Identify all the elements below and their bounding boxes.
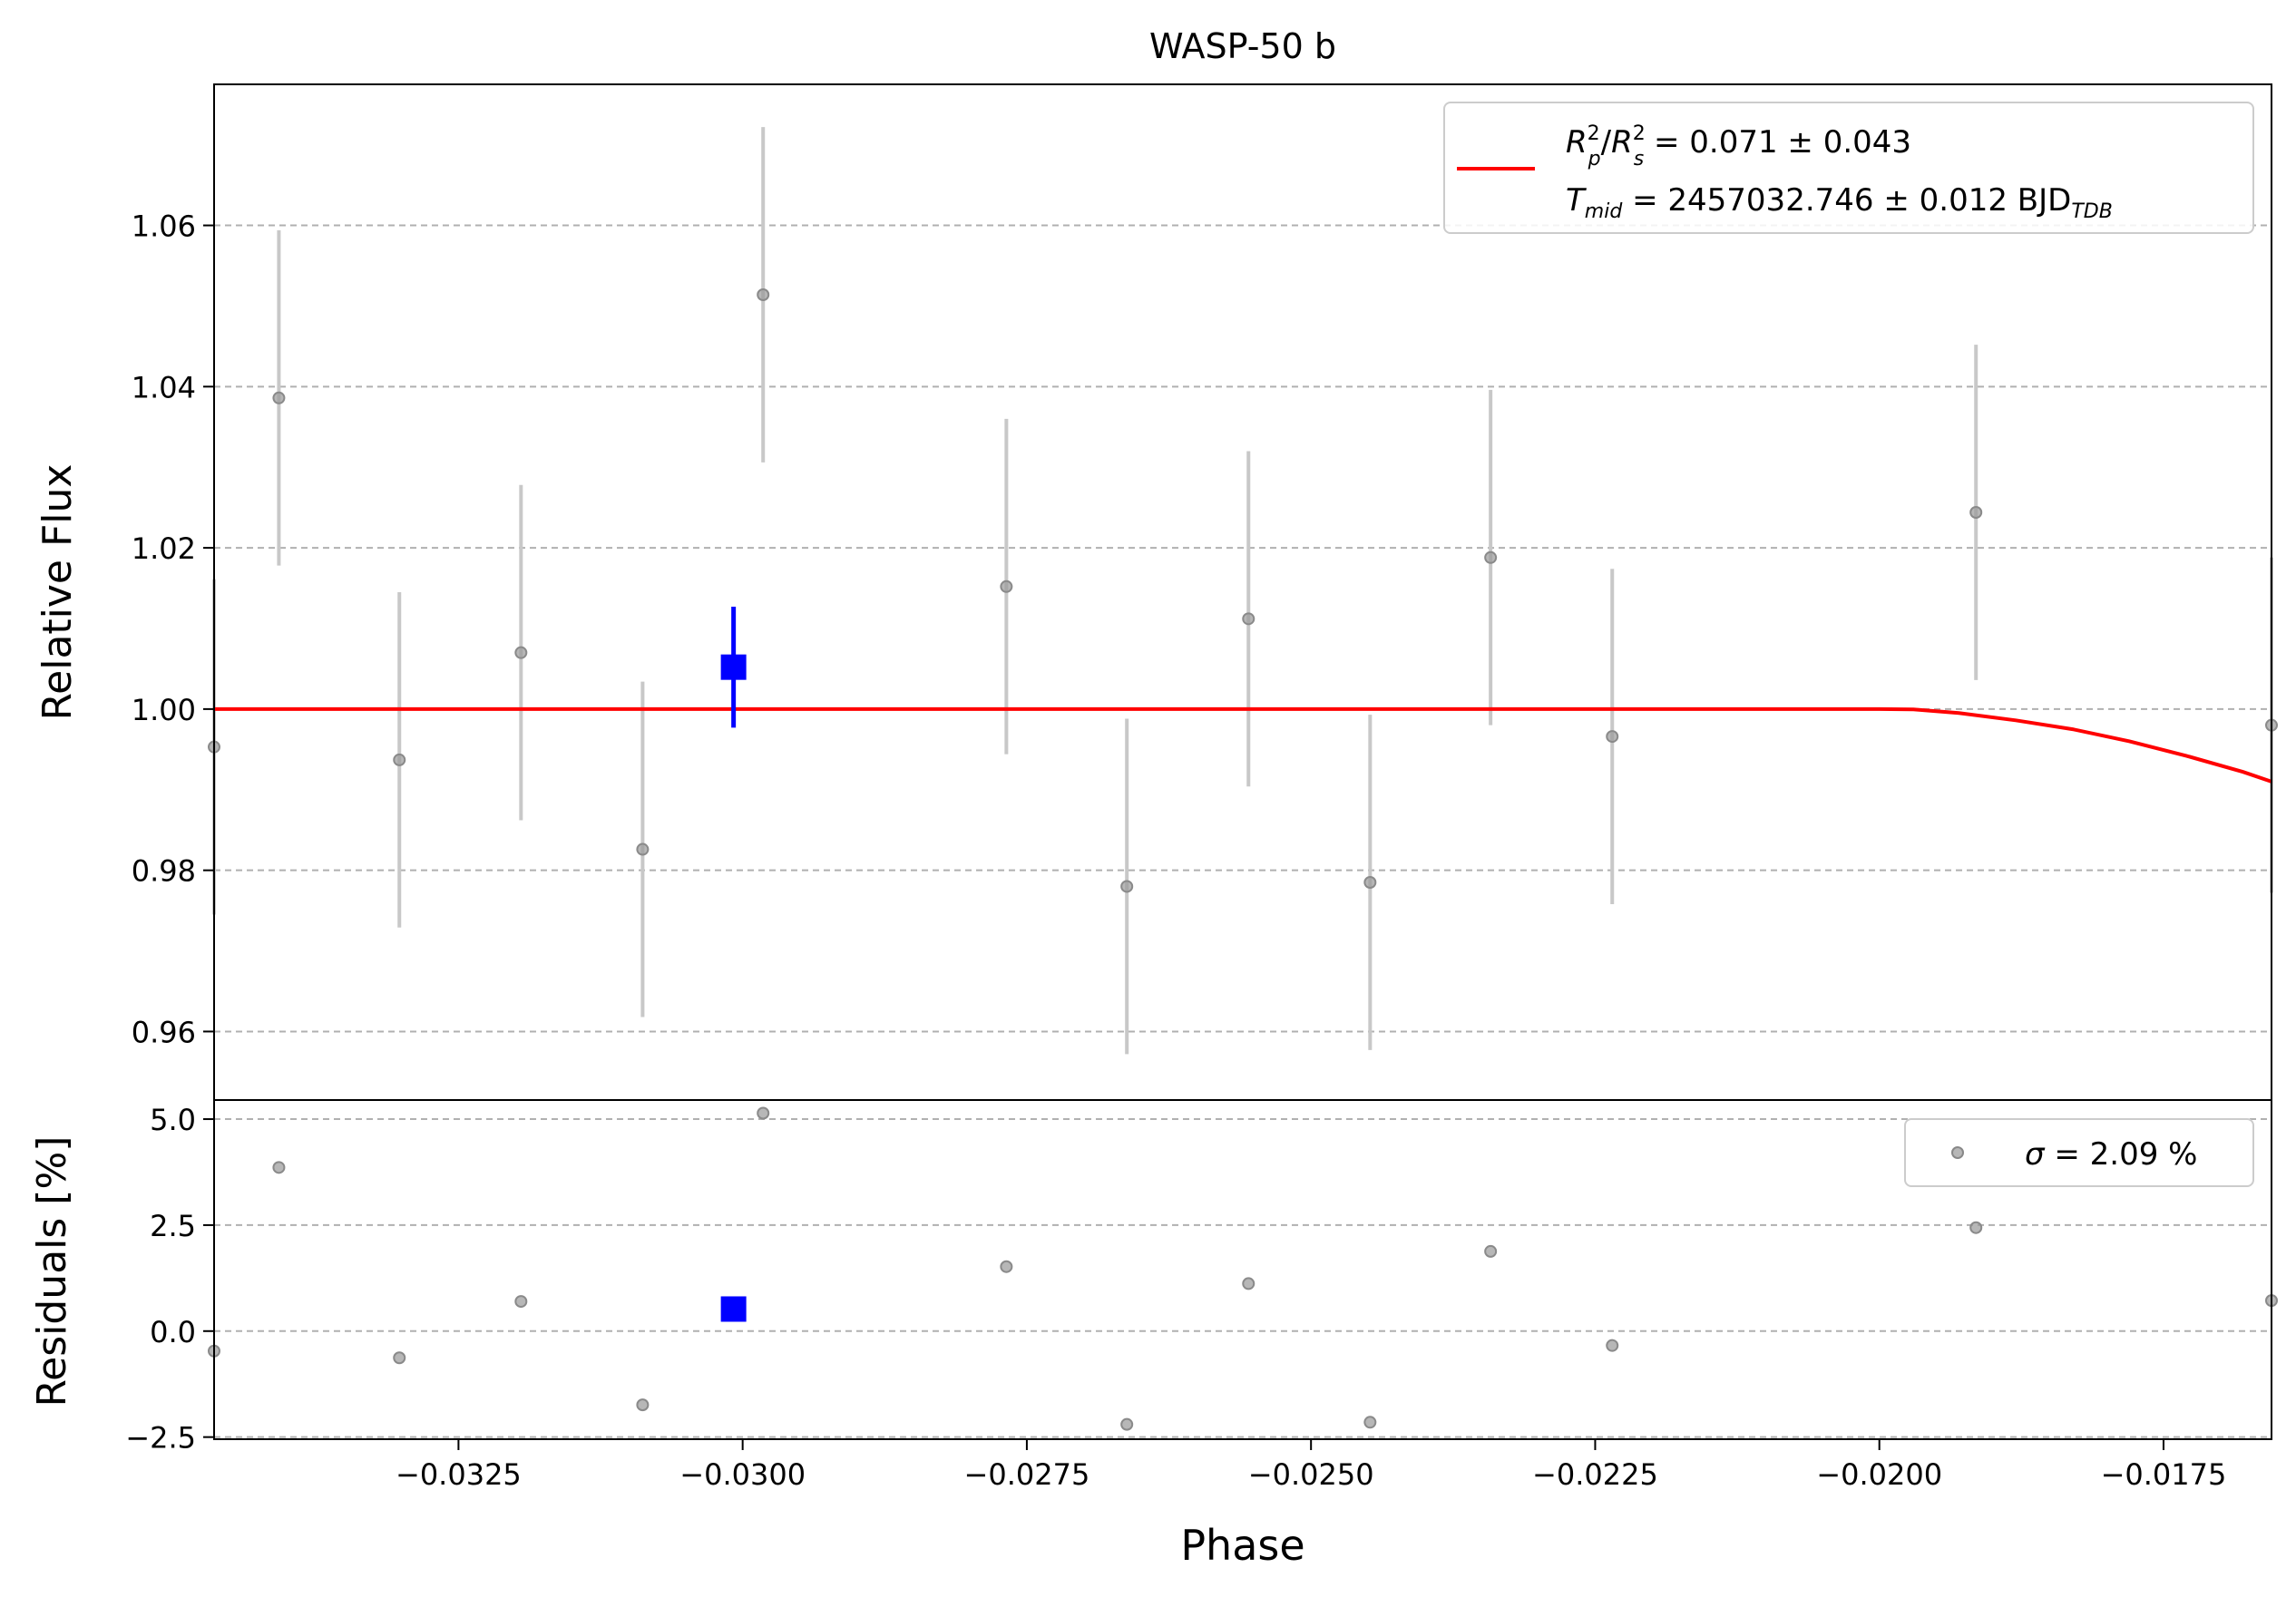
- legend-depth-rp-sub: p: [1588, 148, 1601, 170]
- residual-data-point: [1969, 1221, 1983, 1234]
- flux-data-point: [1484, 550, 1498, 564]
- legend-sigma-symbol: σ: [2025, 1136, 2046, 1173]
- flux-legend: R2 p/R2 s = 0.071 ± 0.043 Tmid = 2457032.7…: [1443, 102, 2254, 234]
- flux-data-point: [514, 646, 528, 659]
- x-axis: −0.0325 −0.0300 −0.0275 −0.0250 −0.0225 −0.02…: [396, 1439, 2226, 1492]
- residual-y-tick-label: −2.5: [125, 1421, 196, 1456]
- residual-binned-point: [720, 1296, 747, 1322]
- residual-data-point: [1242, 1277, 1255, 1290]
- residual-data-point: [636, 1398, 650, 1412]
- residual-data-point: [1363, 1416, 1377, 1429]
- legend-depth-rp: R: [1566, 124, 1588, 161]
- flux-y-axis: 0.96 0.98 1.00 1.02 1.04 1.06: [132, 209, 214, 1049]
- residual-data-point: [272, 1161, 286, 1174]
- flux-y-tick-label: 1.06: [132, 209, 196, 244]
- legend-tmid-text: Tmid = 2457032.746 ± 0.012 BJDTDB: [1566, 182, 2113, 223]
- x-tick-label: −0.0250: [1248, 1457, 1374, 1492]
- flux-data-point: [636, 842, 650, 856]
- transit-model-line: [214, 706, 2272, 784]
- legend-sigma-value: = 2.09 %: [2045, 1136, 2198, 1173]
- legend-depth-rs-sub: s: [1634, 148, 1644, 170]
- legend-tmid-t: T: [1566, 182, 1587, 219]
- x-tick-label: −0.0325: [396, 1457, 522, 1492]
- flux-legend-box: [1443, 102, 2254, 234]
- x-tick-label: −0.0275: [964, 1457, 1090, 1492]
- residual-legend: σ = 2.09 %: [1904, 1118, 2254, 1187]
- residual-data-points: [208, 1106, 2278, 1431]
- flux-data-point: [1606, 730, 1619, 744]
- legend-tmid-tdb: TDB: [2071, 200, 2112, 223]
- flux-binned-marker: [720, 654, 747, 680]
- residual-data-point: [514, 1295, 528, 1309]
- residual-y-label: Residuals [%]: [29, 1136, 75, 1407]
- flux-data-point: [757, 288, 770, 301]
- flux-binned-point: [720, 607, 747, 728]
- residual-data-point: [1120, 1417, 1134, 1431]
- flux-y-tick-label: 1.02: [132, 531, 196, 566]
- legend-depth-slash: /: [1601, 124, 1612, 161]
- residual-data-point: [757, 1106, 770, 1120]
- legend-depth-rs-sup: 2: [1633, 122, 1646, 145]
- residual-binned-marker: [720, 1296, 747, 1322]
- residual-legend-box: [1904, 1118, 2254, 1187]
- flux-data-point: [1242, 612, 1255, 626]
- x-tick-label: −0.0225: [1532, 1457, 1658, 1492]
- legend-depth-rp-sup: 2: [1588, 122, 1600, 145]
- residual-panel-frame: [213, 1099, 2272, 1440]
- flux-data-point: [272, 391, 286, 404]
- flux-data-point: [1969, 506, 1983, 519]
- flux-y-tick-label: 1.00: [132, 693, 196, 727]
- flux-data-point: [393, 753, 406, 766]
- residual-data-point: [1606, 1339, 1619, 1352]
- legend-depth-rs: R: [1611, 124, 1633, 161]
- legend-depth-text: R2 p/R2 s = 0.071 ± 0.043: [1566, 122, 1911, 170]
- flux-y-tick-label: 0.96: [132, 1015, 196, 1049]
- legend-depth-value: = 0.071 ± 0.043: [1644, 124, 1911, 161]
- x-tick-label: −0.0300: [679, 1457, 806, 1492]
- legend-tmid-value: = 2457032.746 ± 0.012 BJD: [1622, 182, 2071, 219]
- flux-data-point: [1120, 880, 1134, 893]
- residual-data-point: [1484, 1244, 1498, 1258]
- residual-data-point: [393, 1351, 406, 1365]
- flux-data-point: [1363, 876, 1377, 889]
- x-tick-label: −0.0200: [1816, 1457, 1942, 1492]
- flux-y-label: Relative Flux: [34, 464, 81, 721]
- x-axis-label: Phase: [1180, 1521, 1304, 1570]
- flux-y-tick-label: 1.04: [132, 370, 196, 404]
- flux-data-point: [1000, 579, 1013, 593]
- residual-y-tick-label: 5.0: [150, 1103, 196, 1137]
- residual-y-tick-label: 2.5: [150, 1209, 196, 1243]
- residual-y-axis: −2.5 0.0 2.5 5.0: [125, 1103, 214, 1456]
- chart-title: WASP-50 b: [1149, 26, 1336, 66]
- x-tick-label: −0.0175: [2101, 1457, 2227, 1492]
- legend-sigma-text: σ = 2.09 %: [2025, 1136, 2197, 1173]
- residual-y-tick-label: 0.0: [150, 1315, 196, 1349]
- legend-tmid-sub: mid: [1585, 200, 1624, 223]
- residual-data-point: [1000, 1260, 1013, 1273]
- residual-legend-swatch: [1951, 1146, 1964, 1159]
- flux-y-tick-label: 0.98: [132, 854, 196, 889]
